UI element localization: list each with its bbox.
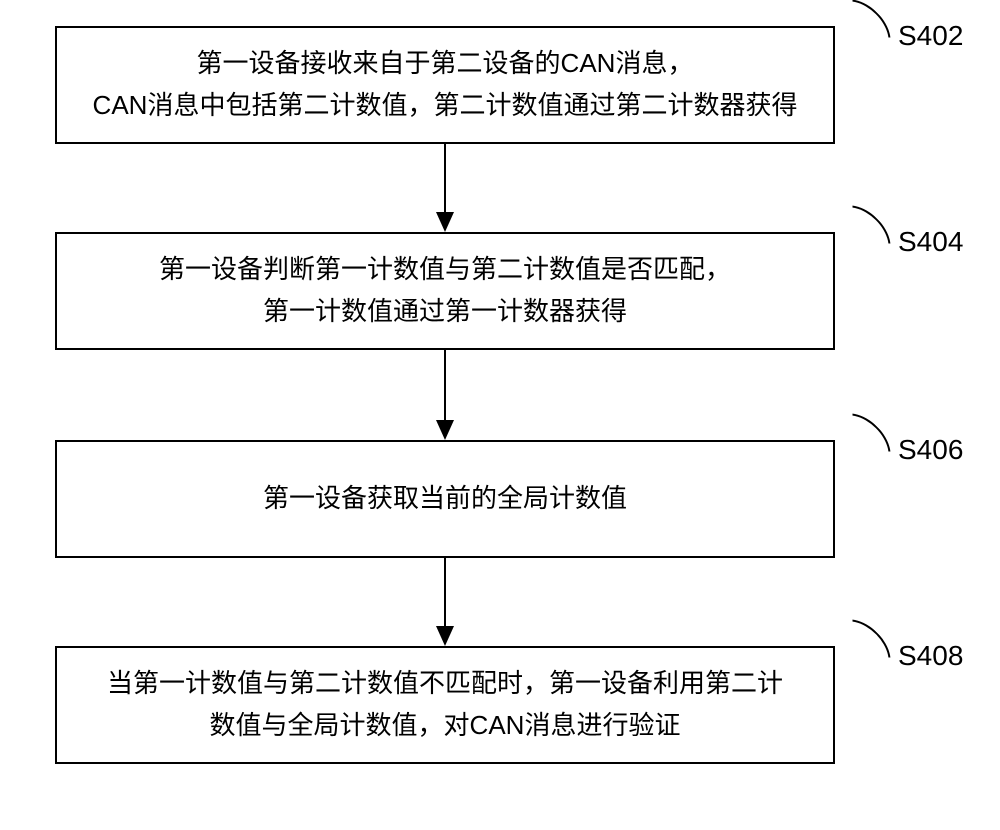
step-box-s406: 第一设备获取当前的全局计数值 [55, 440, 835, 558]
step-text-line: 当第一计数值与第二计数值不匹配时，第一设备利用第二计 [107, 663, 783, 705]
step-text-line: CAN消息中包括第二计数值，第二计数值通过第二计数器获得 [93, 85, 798, 127]
step-label-s402: S402 [898, 20, 963, 52]
step-text-line: 第一计数值通过第一计数器获得 [263, 291, 627, 333]
arrow-head-icon [436, 420, 454, 440]
flowchart-canvas: 第一设备接收来自于第二设备的CAN消息，CAN消息中包括第二计数值，第二计数值通… [0, 0, 1000, 830]
arrow-stem [444, 144, 447, 212]
step-box-s402: 第一设备接收来自于第二设备的CAN消息，CAN消息中包括第二计数值，第二计数值通… [55, 26, 835, 144]
arrow-head-icon [436, 626, 454, 646]
step-label-s404: S404 [898, 226, 963, 258]
step-text-line: 第一设备接收来自于第二设备的CAN消息， [197, 43, 694, 85]
arrow-head-icon [436, 212, 454, 232]
step-box-s404: 第一设备判断第一计数值与第二计数值是否匹配，第一计数值通过第一计数器获得 [55, 232, 835, 350]
step-text-line: 第一设备判断第一计数值与第二计数值是否匹配， [159, 249, 731, 291]
arrow-stem [444, 558, 447, 626]
step-label-s406: S406 [898, 434, 963, 466]
step-label-s408: S408 [898, 640, 963, 672]
step-text-line: 第一设备获取当前的全局计数值 [263, 478, 627, 520]
step-text-line: 数值与全局计数值，对CAN消息进行验证 [210, 705, 681, 747]
arrow-stem [444, 350, 447, 420]
step-box-s408: 当第一计数值与第二计数值不匹配时，第一设备利用第二计数值与全局计数值，对CAN消… [55, 646, 835, 764]
